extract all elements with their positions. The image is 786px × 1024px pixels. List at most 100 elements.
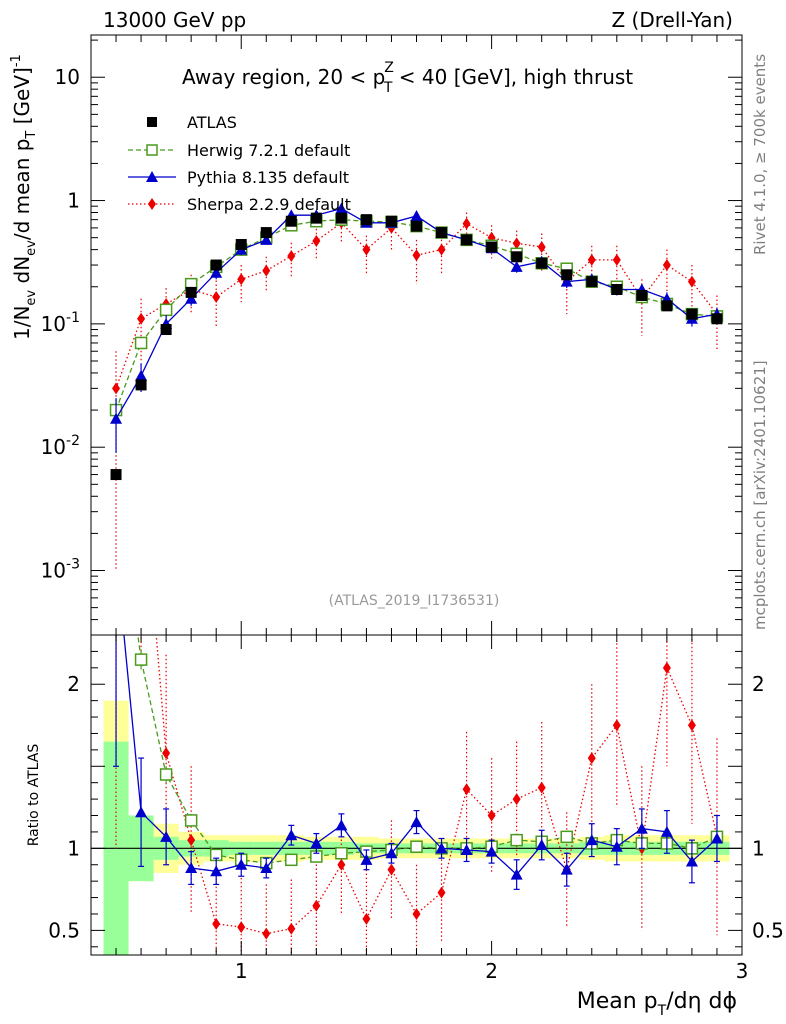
pythia-ratio-point (535, 839, 548, 851)
sherpa-point (237, 273, 246, 286)
sherpa-ratio-point (312, 899, 321, 912)
atlas-point (110, 469, 122, 481)
ratio-plot-content (91, 186, 742, 955)
sherpa-ratio-point (112, 186, 120, 198)
atlas-point (661, 300, 673, 312)
pythia-ratio-point (410, 816, 423, 828)
sherpa-ratio-point (287, 922, 296, 935)
herwig-ratio-line (137, 635, 718, 864)
ylabel-sub-3: T (24, 131, 39, 140)
watermark: (ATLAS_2019_I1736531) (329, 593, 500, 609)
ratio-xtick-label: 3 (736, 959, 749, 983)
ratio-xtick-label: 2 (485, 959, 498, 983)
legend-herwig-label: Herwig 7.2.1 default (187, 141, 350, 160)
pythia-ratio-point (385, 847, 398, 859)
pythia-ratio-point (485, 845, 498, 857)
ylabel-d: [GeV] (10, 67, 34, 130)
ratio-ytick-label-left: 2 (67, 672, 80, 696)
pythia-ratio-point (635, 822, 648, 834)
pythia-point (335, 202, 348, 214)
ylabel-a: 1/N (10, 306, 34, 340)
sherpa-point (587, 253, 596, 266)
pythia-ratio-point (210, 865, 223, 877)
atlas-point (536, 257, 548, 269)
main-ylabel: 1/Nev dNev/d mean pT [GeV]-1 (9, 54, 39, 340)
sherpa-ratio-point (362, 912, 371, 925)
legend-atlas-marker (147, 117, 157, 127)
herwig-ratio-point (335, 847, 348, 860)
atlas-point (486, 241, 498, 253)
atlas-point (135, 379, 147, 391)
ytick-base: 10 (41, 435, 66, 459)
ylabel-sup: -1 (9, 54, 24, 67)
ylabel-sub-1: ev (24, 290, 39, 306)
sherpa-ratio-point (337, 858, 346, 871)
atlas-point (185, 286, 197, 298)
herwig-ratio-point (560, 830, 573, 844)
pythia-ratio-point (435, 842, 448, 854)
atlas-point (360, 214, 372, 226)
sherpa-ratio-point (162, 747, 171, 760)
sherpa-point (437, 243, 446, 256)
sherpa-point (137, 312, 146, 325)
sherpa-point (537, 241, 546, 254)
sherpa-ratio-point (487, 809, 496, 822)
ytick-base: 10 (41, 312, 66, 336)
herwig-ratio-point (410, 840, 423, 853)
sherpa-point (312, 234, 321, 247)
legend-atlas-label: ATLAS (187, 113, 237, 132)
pythia-ratio-point (285, 829, 298, 841)
ratio-tick-labels: 0.5 0.5 1 1 2 2 1 2 3 (48, 672, 784, 983)
legend-herwig-marker (146, 144, 158, 156)
ratio-frame (90, 634, 743, 956)
sherpa-ratio-point (437, 886, 446, 899)
legend-sherpa-label: Sherpa 2.2.9 default (187, 195, 351, 214)
legend-sherpa-marker (148, 198, 156, 210)
atlas-point (636, 289, 648, 301)
sherpa-point (687, 275, 696, 288)
ytick-exponent: -1 (66, 310, 80, 326)
atlas-point (436, 227, 448, 239)
main-ytick-label: 10-3 (41, 557, 80, 583)
sherpa-ratio-point (387, 863, 396, 876)
main-title: Away region, 20 < pZ T < 40 [GeV], high t… (182, 60, 633, 96)
ratio-ylabel: Ratio to ATLAS (26, 744, 42, 847)
ytick-exponent: -2 (66, 433, 80, 449)
side-label-bottom: mcplots.cern.ch [arXiv:2401.10621] (751, 360, 769, 630)
herwig-ratio-point (510, 833, 523, 847)
main-axis-ticks (91, 35, 743, 636)
atlas-point (310, 212, 322, 224)
pythia-ratio-point (685, 855, 698, 867)
sherpa-point (412, 249, 421, 262)
atlas-point (160, 324, 172, 336)
ylabel-b: dN (10, 256, 34, 290)
ratio-xtick-label: 1 (235, 959, 248, 983)
ratio-series-group (112, 186, 724, 955)
legend: ATLAS Herwig 7.2.1 default Pythia 8.135 … (128, 113, 351, 214)
xlabel-a: Mean p (577, 989, 658, 1014)
main-ytick-label: 10-2 (41, 433, 80, 459)
pythia-point (260, 233, 273, 245)
sherpa-point (287, 250, 296, 263)
pythia-ratio-point (235, 858, 248, 870)
sherpa-ratio-point (612, 719, 621, 732)
sherpa-point (112, 382, 121, 395)
pythia-ratio-point (560, 863, 573, 875)
pythia-ratio-point (585, 834, 598, 846)
herwig-ratio-point (159, 768, 173, 781)
title-sup: Z (384, 60, 394, 76)
ylabel-c: /d mean p (10, 139, 34, 241)
xlabel-sub: T (657, 1003, 667, 1019)
atlas-point (586, 276, 598, 288)
ylabel-sub-2: ev (24, 240, 39, 256)
sherpa-point (612, 253, 621, 266)
sherpa-ratio-point (662, 661, 671, 674)
sherpa-ratio-point (212, 917, 221, 930)
atlas-point (686, 308, 698, 320)
sherpa-point (462, 217, 471, 230)
atlas-point (611, 283, 623, 295)
ratio-ytick-label-left: 1 (67, 836, 80, 860)
